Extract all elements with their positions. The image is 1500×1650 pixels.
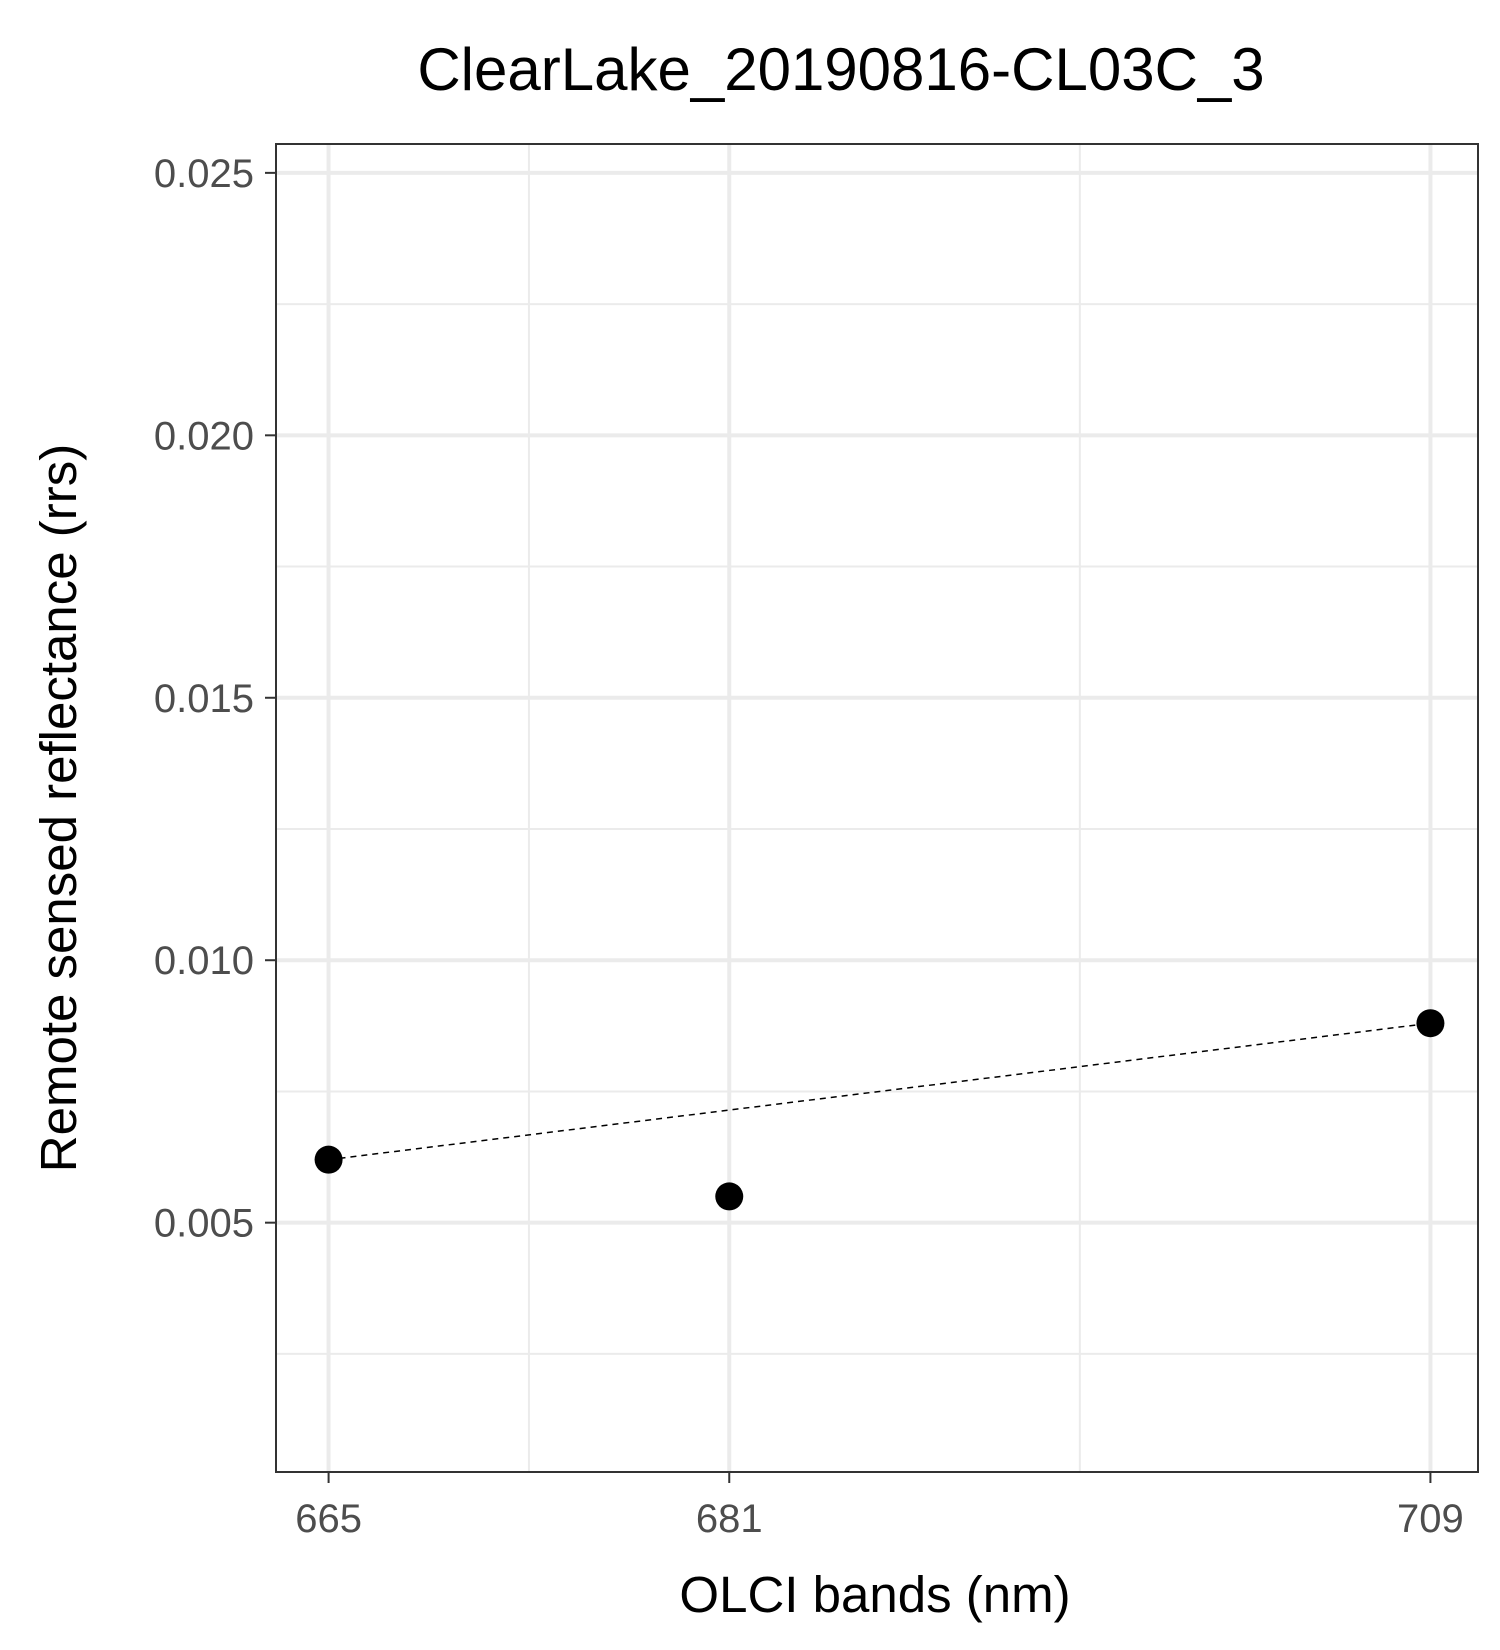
dashed-trend-line <box>328 1022 1431 1161</box>
trend-line-layer <box>328 1022 1431 1161</box>
y-axis: 0.005 0.010 0.015 0.020 0.025 <box>154 152 276 1246</box>
x-axis-title: OLCI bands (nm) <box>679 1566 1070 1623</box>
grid-minor <box>276 144 1478 1472</box>
data-point <box>1416 1009 1445 1038</box>
y-tick-label: 0.005 <box>154 1202 254 1246</box>
y-tick-label: 0.025 <box>154 152 254 196</box>
x-tick-label: 681 <box>696 1497 763 1541</box>
chart-title: ClearLake_20190816-CL03C_3 <box>417 36 1264 103</box>
y-tick-label: 0.015 <box>154 677 254 721</box>
data-points <box>314 1009 1445 1211</box>
y-tick-label: 0.020 <box>154 414 254 458</box>
x-tick-label: 665 <box>295 1497 362 1541</box>
panel-border <box>275 143 1479 1473</box>
grid-major <box>276 144 1478 1472</box>
y-tick-label: 0.010 <box>154 939 254 983</box>
y-axis-title: Remote sensed reflectance (rrs) <box>30 444 87 1172</box>
data-point <box>715 1182 744 1211</box>
x-axis: 665 681 709 <box>295 1472 1464 1541</box>
x-tick-label: 709 <box>1397 1497 1464 1541</box>
data-point <box>314 1145 343 1174</box>
